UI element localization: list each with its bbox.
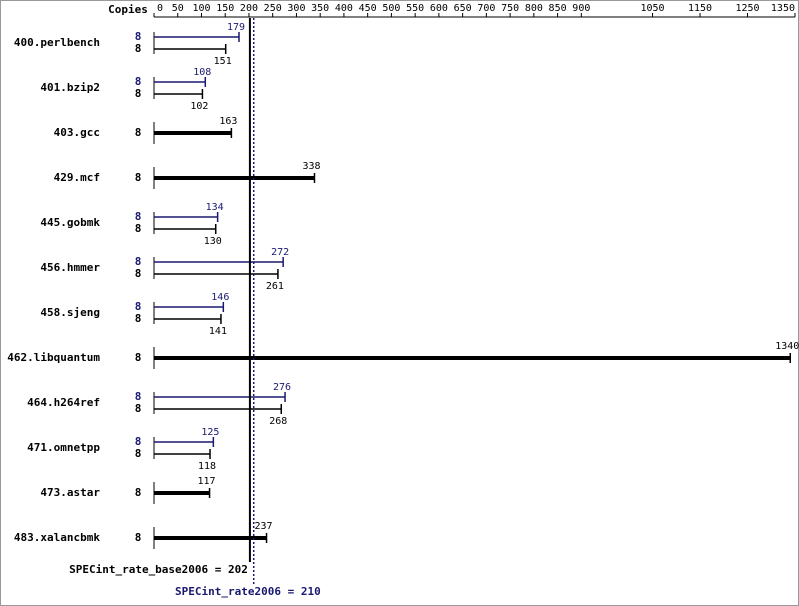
value-label: 1340 xyxy=(775,341,799,352)
benchmark-label: 400.perlbench xyxy=(14,36,100,49)
base-mean-label: SPECint_rate_base2006 = 202 xyxy=(69,563,248,576)
copies-label: 8 xyxy=(135,402,142,415)
copies-label: 8 xyxy=(135,171,142,184)
value-label: 141 xyxy=(209,326,227,337)
value-label: 237 xyxy=(254,521,272,532)
value-label: 146 xyxy=(211,292,229,303)
copies-label: 8 xyxy=(135,222,142,235)
benchmark-label: 456.hmmer xyxy=(40,261,100,274)
copies-label: 8 xyxy=(135,87,142,100)
x-tick-label: 900 xyxy=(572,3,590,14)
x-tick-label: 550 xyxy=(406,3,424,14)
benchmark-label: 464.h264ref xyxy=(27,396,100,409)
copies-label: 8 xyxy=(135,447,142,460)
x-tick-label: 600 xyxy=(430,3,448,14)
value-label: 125 xyxy=(201,427,219,438)
x-tick-label: 300 xyxy=(287,3,305,14)
value-label: 268 xyxy=(269,416,287,427)
copies-label: 8 xyxy=(135,300,142,313)
x-tick-label: 1250 xyxy=(735,3,759,14)
value-label: 338 xyxy=(302,161,320,172)
copies-label: 8 xyxy=(135,267,142,280)
benchmark-label: 401.bzip2 xyxy=(40,81,100,94)
copies-label: 8 xyxy=(135,75,142,88)
x-tick-label: 350 xyxy=(311,3,329,14)
benchmark-label: 445.gobmk xyxy=(40,216,100,229)
benchmark-label: 458.sjeng xyxy=(40,306,100,319)
copies-label: 8 xyxy=(135,351,142,364)
x-tick-label: 650 xyxy=(454,3,472,14)
benchmark-label: 429.mcf xyxy=(54,171,100,184)
value-label: 272 xyxy=(271,247,289,258)
x-tick-label: 750 xyxy=(501,3,519,14)
value-label: 102 xyxy=(190,101,208,112)
x-tick-label: 250 xyxy=(264,3,282,14)
value-label: 151 xyxy=(214,56,232,67)
copies-label: 8 xyxy=(135,312,142,325)
benchmark-label: 483.xalancbmk xyxy=(14,531,100,544)
value-label: 163 xyxy=(219,116,237,127)
benchmark-label: 473.astar xyxy=(40,486,100,499)
x-tick-label: 450 xyxy=(359,3,377,14)
value-label: 179 xyxy=(227,22,245,33)
x-tick-label: 700 xyxy=(477,3,495,14)
copies-header: Copies xyxy=(108,3,148,16)
copies-label: 8 xyxy=(135,210,142,223)
copies-label: 8 xyxy=(135,30,142,43)
copies-label: 8 xyxy=(135,42,142,55)
x-tick-label: 1350 xyxy=(771,3,795,14)
x-tick-label: 50 xyxy=(172,3,184,14)
value-label: 261 xyxy=(266,281,284,292)
x-tick-label: 1150 xyxy=(688,3,712,14)
value-label: 276 xyxy=(273,382,291,393)
value-label: 117 xyxy=(198,476,216,487)
x-tick-label: 500 xyxy=(382,3,400,14)
x-tick-label: 0 xyxy=(157,3,163,14)
x-tick-label: 150 xyxy=(216,3,234,14)
copies-label: 8 xyxy=(135,531,142,544)
peak-mean-label: SPECint_rate2006 = 210 xyxy=(175,585,321,598)
x-tick-label: 100 xyxy=(192,3,210,14)
value-label: 134 xyxy=(206,202,224,213)
benchmark-label: 462.libquantum xyxy=(7,351,100,364)
value-label: 108 xyxy=(193,67,211,78)
copies-label: 8 xyxy=(135,486,142,499)
copies-label: 8 xyxy=(135,390,142,403)
value-label: 130 xyxy=(204,236,222,247)
x-tick-label: 400 xyxy=(335,3,353,14)
benchmark-label: 471.omnetpp xyxy=(27,441,100,454)
value-label: 118 xyxy=(198,461,216,472)
copies-label: 8 xyxy=(135,435,142,448)
x-tick-label: 800 xyxy=(525,3,543,14)
x-tick-label: 1050 xyxy=(641,3,665,14)
x-tick-label: 850 xyxy=(549,3,567,14)
x-tick-label: 200 xyxy=(240,3,258,14)
copies-label: 8 xyxy=(135,255,142,268)
copies-label: 8 xyxy=(135,126,142,139)
benchmark-label: 403.gcc xyxy=(54,126,100,139)
